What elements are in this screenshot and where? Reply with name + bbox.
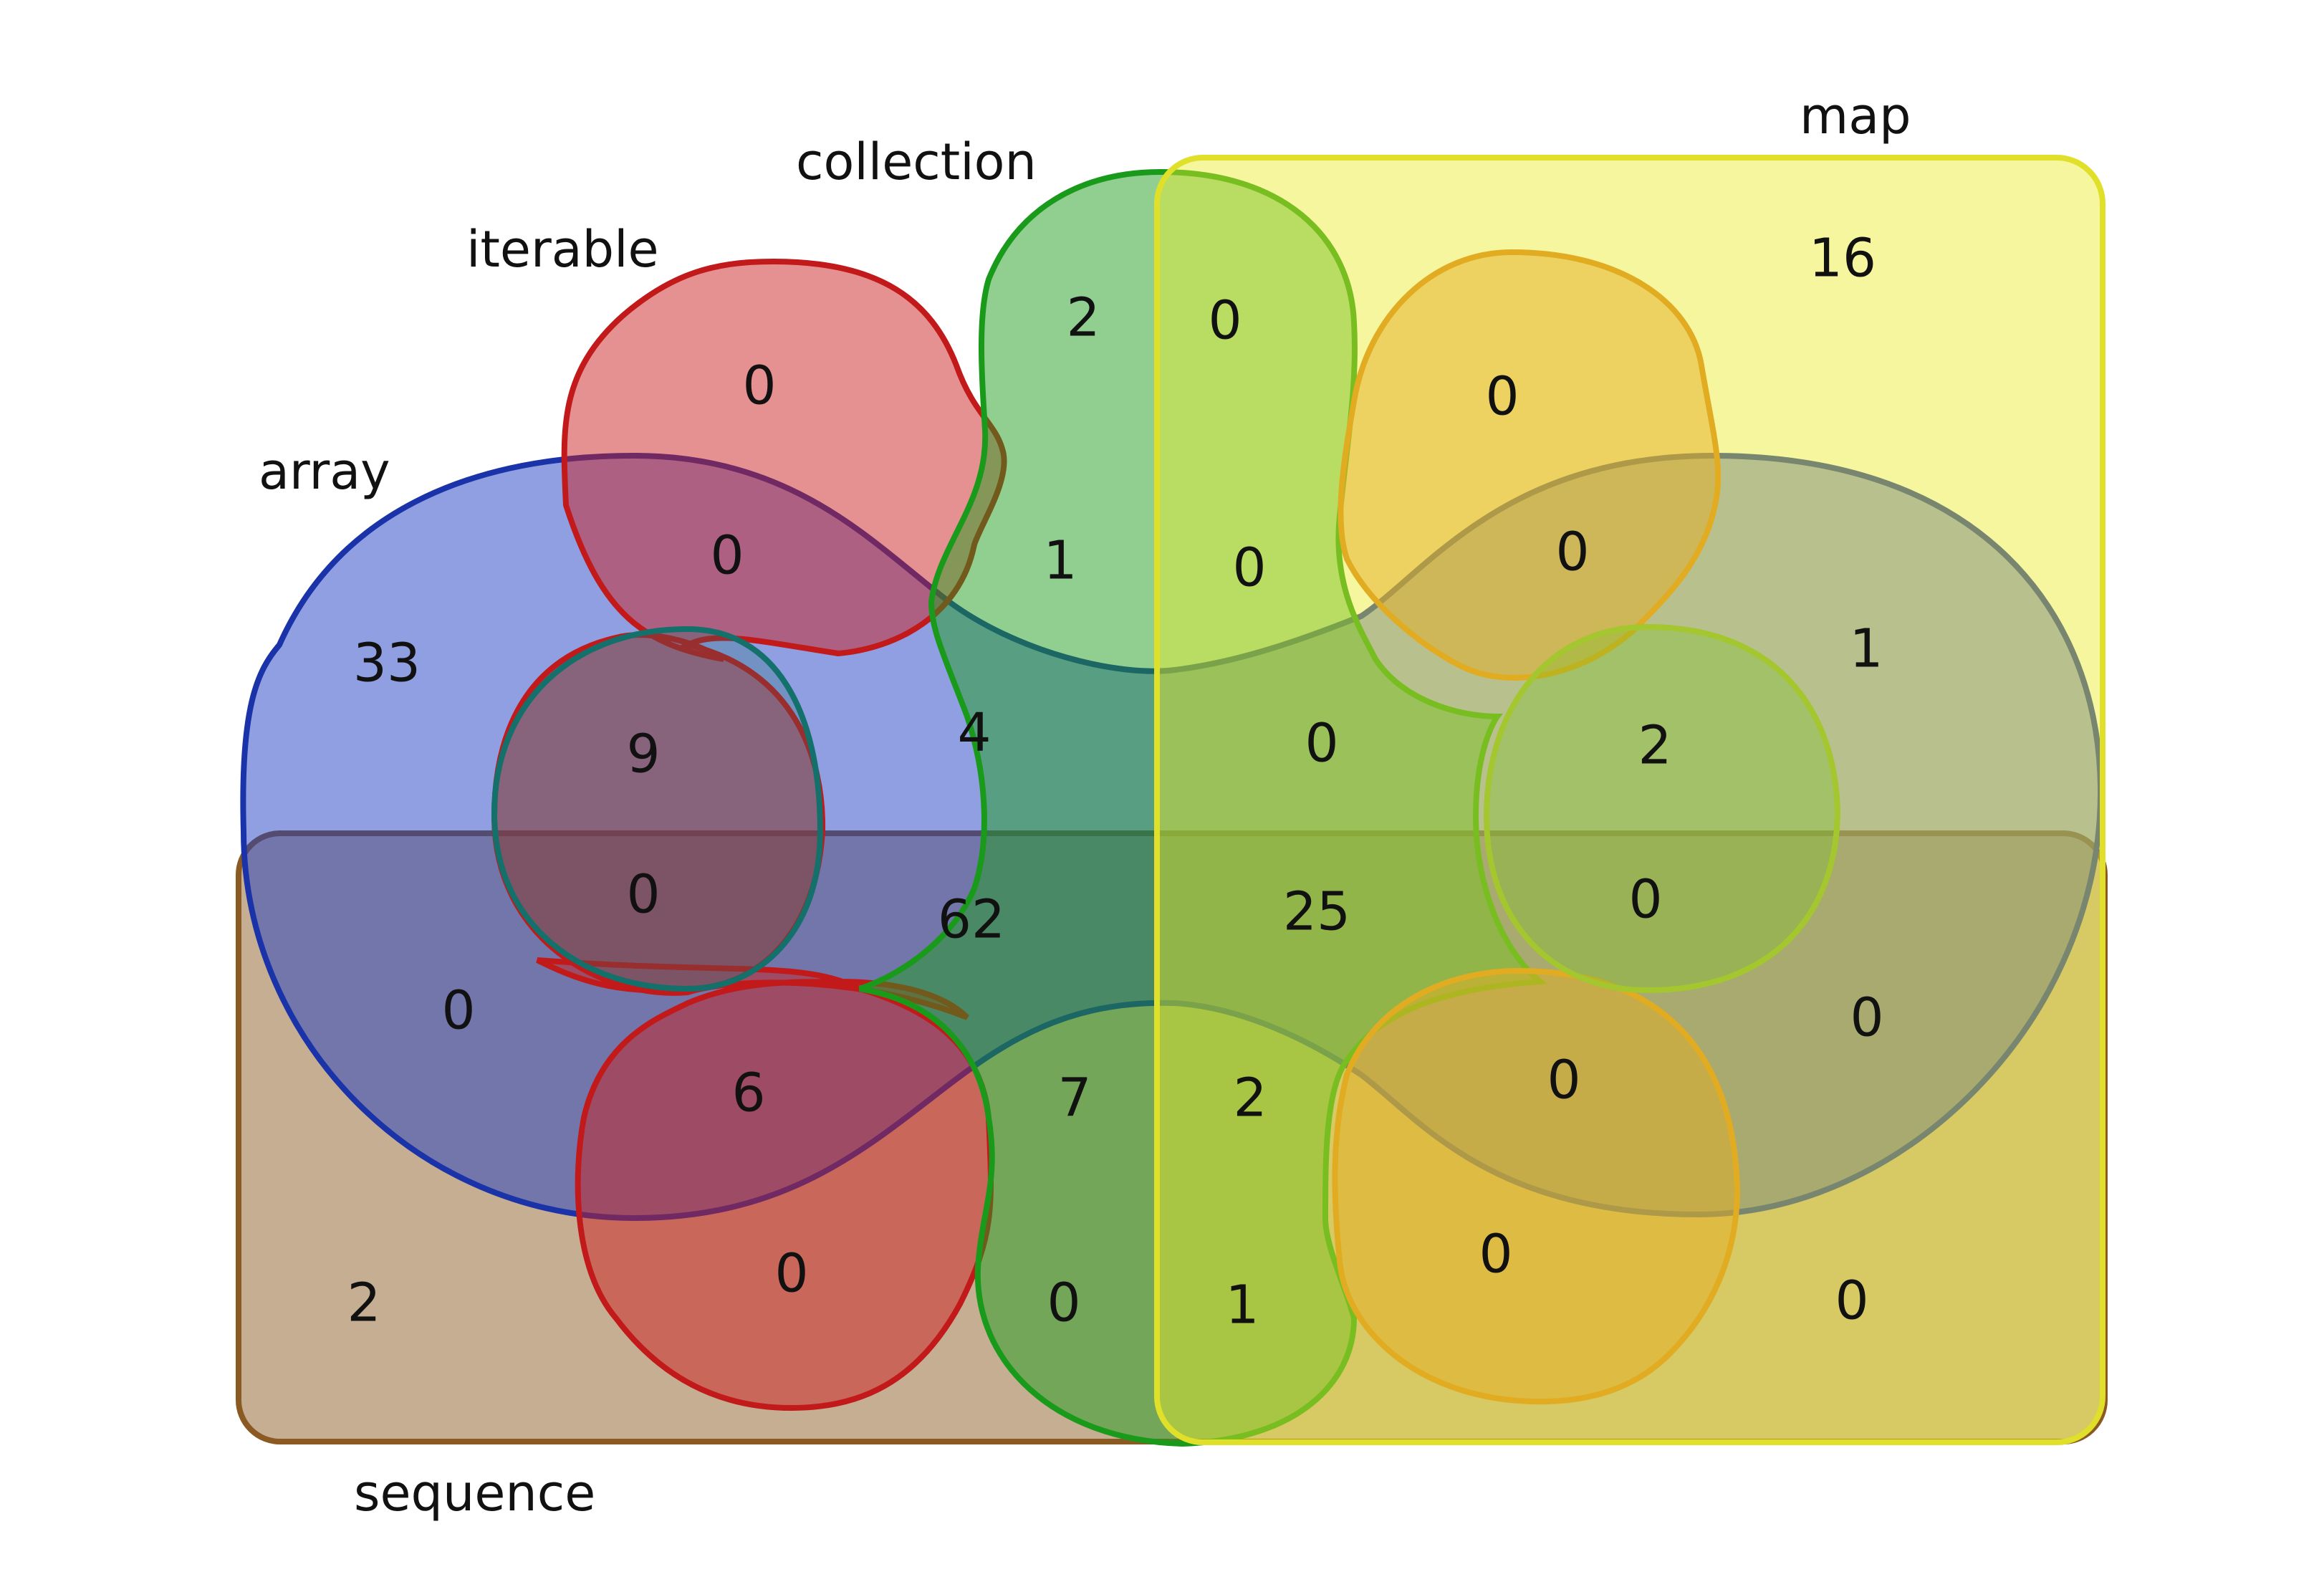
region-count: 0 xyxy=(1555,522,1589,583)
region-count: 2 xyxy=(1233,1068,1267,1129)
region-count: 9 xyxy=(626,724,660,785)
region-count: 25 xyxy=(1283,881,1350,943)
region-count: 2 xyxy=(347,1273,380,1334)
region-count: 0 xyxy=(1047,1273,1080,1334)
region-count: 0 xyxy=(1208,290,1242,352)
region-count: 0 xyxy=(1547,1050,1580,1111)
set-shape-collection xyxy=(858,168,1548,1447)
set-shape-array xyxy=(240,452,2104,1222)
region-count: 16 xyxy=(1809,228,1876,289)
region-count: 0 xyxy=(742,355,776,417)
region-count: 0 xyxy=(1835,1270,1868,1332)
region-count: 2 xyxy=(1638,715,1671,777)
region-count: 6 xyxy=(731,1063,765,1124)
region-count: 0 xyxy=(1305,713,1338,775)
region-count: 2 xyxy=(1066,287,1100,349)
set-label-iterable: iterable xyxy=(466,220,659,279)
region-count: 0 xyxy=(710,525,744,587)
region-count: 0 xyxy=(626,864,660,926)
region-count: 0 xyxy=(1850,987,1883,1049)
set-label-collection: collection xyxy=(796,133,1037,191)
region-count: 0 xyxy=(774,1243,808,1305)
set-shape-collection-right xyxy=(1483,623,1841,994)
set-shape-iterable xyxy=(491,258,1007,1412)
set-shape-array-inner-left xyxy=(491,626,824,992)
region-count: 0 xyxy=(1479,1224,1512,1285)
region-count: 62 xyxy=(938,889,1005,951)
region-count: 4 xyxy=(957,702,991,764)
set-label-sequence: sequence xyxy=(354,1464,595,1523)
region-count: 33 xyxy=(353,633,421,694)
set-shape-map xyxy=(1154,155,2105,1445)
region-count: 1 xyxy=(1225,1275,1259,1336)
region-count: 7 xyxy=(1057,1068,1091,1129)
set-label-map: map xyxy=(1800,87,1911,145)
region-count: 0 xyxy=(1485,366,1519,428)
set-shape-iterable-right-lower xyxy=(1332,967,1741,1405)
region-count: 1 xyxy=(1849,618,1883,680)
region-count: 0 xyxy=(441,980,475,1042)
set-label-array: array xyxy=(259,442,390,501)
region-count: 1 xyxy=(1043,530,1077,592)
region-count: 0 xyxy=(1628,869,1662,931)
region-count: 0 xyxy=(1232,537,1266,599)
